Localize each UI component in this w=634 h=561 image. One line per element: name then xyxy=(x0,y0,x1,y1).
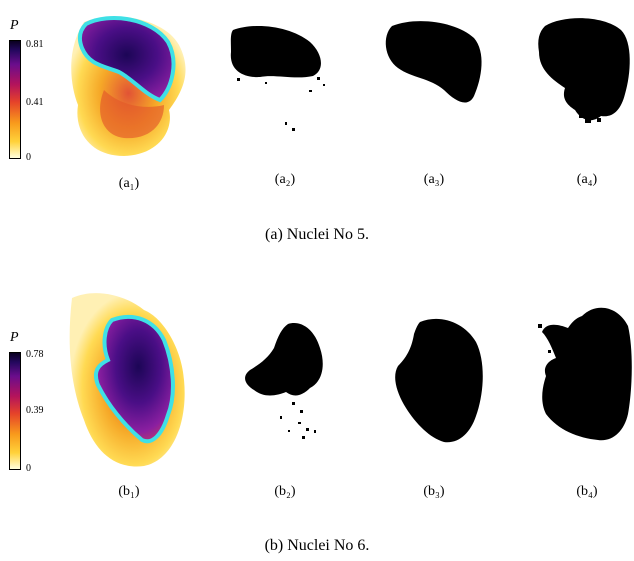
subfigure-caption: (b) Nuclei No 6. xyxy=(264,537,370,554)
colorbar-symbol: P xyxy=(10,330,19,345)
segmentation-mask xyxy=(230,26,325,131)
panel-label: (b₃) xyxy=(423,484,445,499)
colorbar-symbol: P xyxy=(10,18,19,33)
colorbar-tick-min: 0 xyxy=(26,463,31,474)
colorbar-tick-min: 0 xyxy=(26,152,31,163)
colorbar-tick-max: 0.81 xyxy=(26,39,44,50)
segmentation-mask xyxy=(395,318,483,443)
segmentation-mask xyxy=(245,323,323,439)
colorbar xyxy=(9,40,21,159)
panel-label: (a₁) xyxy=(118,176,140,191)
probability-heatmap xyxy=(71,16,186,156)
colorbar xyxy=(9,352,21,470)
subfigure-caption: (a) Nuclei No 5. xyxy=(265,226,369,243)
segmentation-mask xyxy=(385,21,482,103)
panel-label: (a₄) xyxy=(576,172,598,187)
segmentation-mask xyxy=(538,18,630,123)
panel-label: (a₃) xyxy=(423,172,445,187)
panel-label: (a₂) xyxy=(274,172,296,187)
colorbar-tick-max: 0.78 xyxy=(26,349,44,360)
colorbar-tick-mid: 0.39 xyxy=(26,405,44,416)
probability-heatmap xyxy=(69,293,185,467)
panel-label: (b₂) xyxy=(274,484,296,499)
segmentation-mask xyxy=(538,307,632,441)
panel-label: (b₁) xyxy=(118,484,140,499)
colorbar-tick-mid: 0.41 xyxy=(26,97,44,108)
panel-label: (b₄) xyxy=(576,484,598,499)
